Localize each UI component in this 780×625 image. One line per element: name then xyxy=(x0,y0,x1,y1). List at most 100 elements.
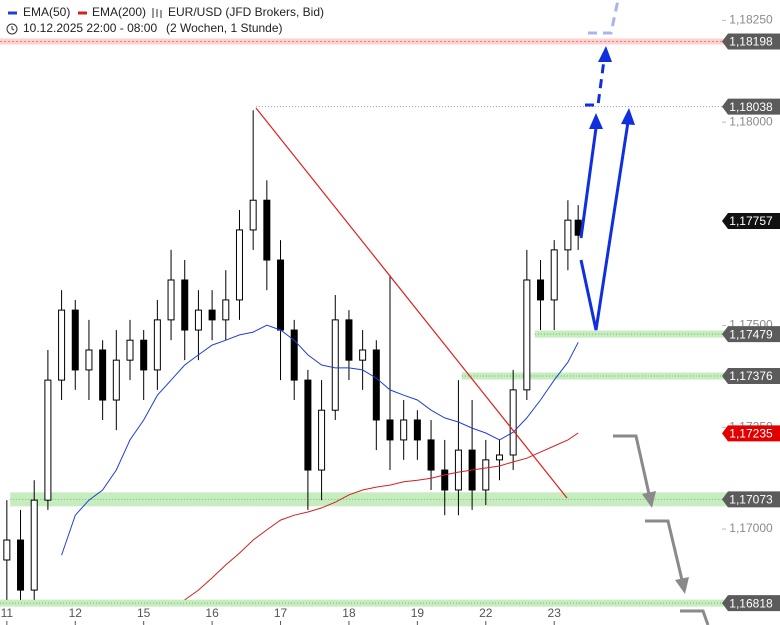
x-tick-label: 23 xyxy=(548,606,562,620)
candle-body xyxy=(482,459,490,491)
candle-body xyxy=(290,329,298,381)
candle-body xyxy=(222,299,230,321)
candle-body xyxy=(427,439,435,471)
levels xyxy=(0,38,780,607)
candle-body xyxy=(17,539,25,591)
candle-body xyxy=(318,409,326,471)
marks xyxy=(3,110,582,601)
y-tick-label: 1,18250 xyxy=(729,13,773,27)
trend-line xyxy=(255,107,568,499)
price-tag-label: 1,17757 xyxy=(729,214,773,228)
candle-body xyxy=(413,419,421,441)
candle-body xyxy=(112,359,120,401)
arrow-down xyxy=(680,609,710,625)
price-tag-label: 1,18038 xyxy=(729,100,773,114)
candle-body xyxy=(99,349,107,401)
candle-body xyxy=(208,309,216,321)
price-tag-label: 1,18198 xyxy=(729,35,773,49)
x-tick-label: 15 xyxy=(137,606,151,620)
candle-body xyxy=(495,454,503,461)
arrow xyxy=(579,127,598,239)
price-tag-label: 1,17479 xyxy=(729,327,773,341)
x-tick-label: 12 xyxy=(69,606,83,620)
candle-body xyxy=(564,219,572,251)
level-zone xyxy=(535,330,780,338)
candle-body xyxy=(277,259,285,331)
arrowhead xyxy=(621,108,635,125)
axes: 1,182501,180001,175001,172501,1700011121… xyxy=(1,13,773,625)
x-tick-label: 11 xyxy=(1,606,14,620)
candle-body xyxy=(386,419,394,441)
price-tag-label: 1,16818 xyxy=(729,596,773,610)
candle-body xyxy=(331,319,339,411)
arrowhead xyxy=(589,113,603,129)
candle-body xyxy=(30,499,38,591)
price-tag xyxy=(722,595,780,612)
ema-line xyxy=(61,324,579,556)
ema-line xyxy=(184,432,579,601)
candle-body xyxy=(523,279,531,391)
candle-body xyxy=(537,279,545,301)
candle-body xyxy=(85,349,93,371)
candle-body xyxy=(550,249,558,301)
price-tag xyxy=(722,425,780,442)
candle-body xyxy=(153,319,161,371)
y-tick-label: 1,18000 xyxy=(729,114,773,128)
candle-body xyxy=(181,279,189,331)
header: EMA(50) EMA(200) EUR/USD (JFD Brokers, B… xyxy=(0,0,330,38)
price-tag xyxy=(722,368,780,385)
x-tick-label: 18 xyxy=(342,606,356,620)
x-tick-label: 16 xyxy=(205,606,219,620)
instrument-icon xyxy=(152,8,162,18)
arrow-down xyxy=(613,434,651,495)
header-bg xyxy=(0,0,330,38)
candle-body xyxy=(400,419,408,441)
price-tag xyxy=(722,33,780,50)
clock-hand xyxy=(11,26,15,31)
legend-label: EMA(200) xyxy=(92,5,146,19)
candle-body xyxy=(140,339,148,371)
candle-body xyxy=(441,469,449,491)
candle-body xyxy=(3,539,11,561)
arrow-down xyxy=(645,519,684,581)
arrow xyxy=(579,121,630,331)
candle-body xyxy=(71,309,79,371)
x-tick-label: 17 xyxy=(274,606,288,620)
candle-body xyxy=(263,199,271,261)
candle-body xyxy=(58,309,66,381)
clock-icon xyxy=(6,23,18,35)
arrowhead xyxy=(598,46,612,62)
candle-body xyxy=(359,349,367,361)
annotations xyxy=(255,0,710,625)
candle-body xyxy=(126,339,134,361)
price-tag-label: 1,17073 xyxy=(729,493,773,507)
legend-label: EMA(50) xyxy=(23,5,70,19)
x-tick-label: 22 xyxy=(479,606,493,620)
timerange: 10.12.2025 22:00 - 08:00 xyxy=(23,21,157,35)
instrument: EUR/USD (JFD Brokers, Bid) xyxy=(168,5,324,19)
price-tag-label: 1,17376 xyxy=(729,369,773,383)
price-tag xyxy=(722,326,780,343)
arrowhead xyxy=(642,491,656,508)
candle-body xyxy=(44,379,52,501)
candle-body xyxy=(372,349,380,421)
x-tick-label: 19 xyxy=(411,606,425,620)
candle-body xyxy=(167,279,175,321)
y-tick-label: 1,17000 xyxy=(729,521,773,535)
price-tag xyxy=(722,212,780,229)
candle-body xyxy=(304,379,312,471)
arrowhead xyxy=(675,577,689,594)
price-tag-label: 1,17235 xyxy=(729,427,773,441)
arrow-dashed xyxy=(588,0,620,35)
candle-body xyxy=(345,319,353,361)
price-tags: 1,18198 1,18038 1,17757 1,17479 1,17376 1,172… xyxy=(722,33,780,612)
candle-body xyxy=(249,199,257,231)
candle-body xyxy=(454,449,462,491)
period: (2 Wochen, 1 Stunde) xyxy=(166,21,283,35)
candle-body xyxy=(509,389,517,456)
price-tag xyxy=(722,98,780,115)
candle-body xyxy=(235,229,243,301)
arrow-dashed xyxy=(585,59,606,107)
price-tag xyxy=(722,491,780,508)
